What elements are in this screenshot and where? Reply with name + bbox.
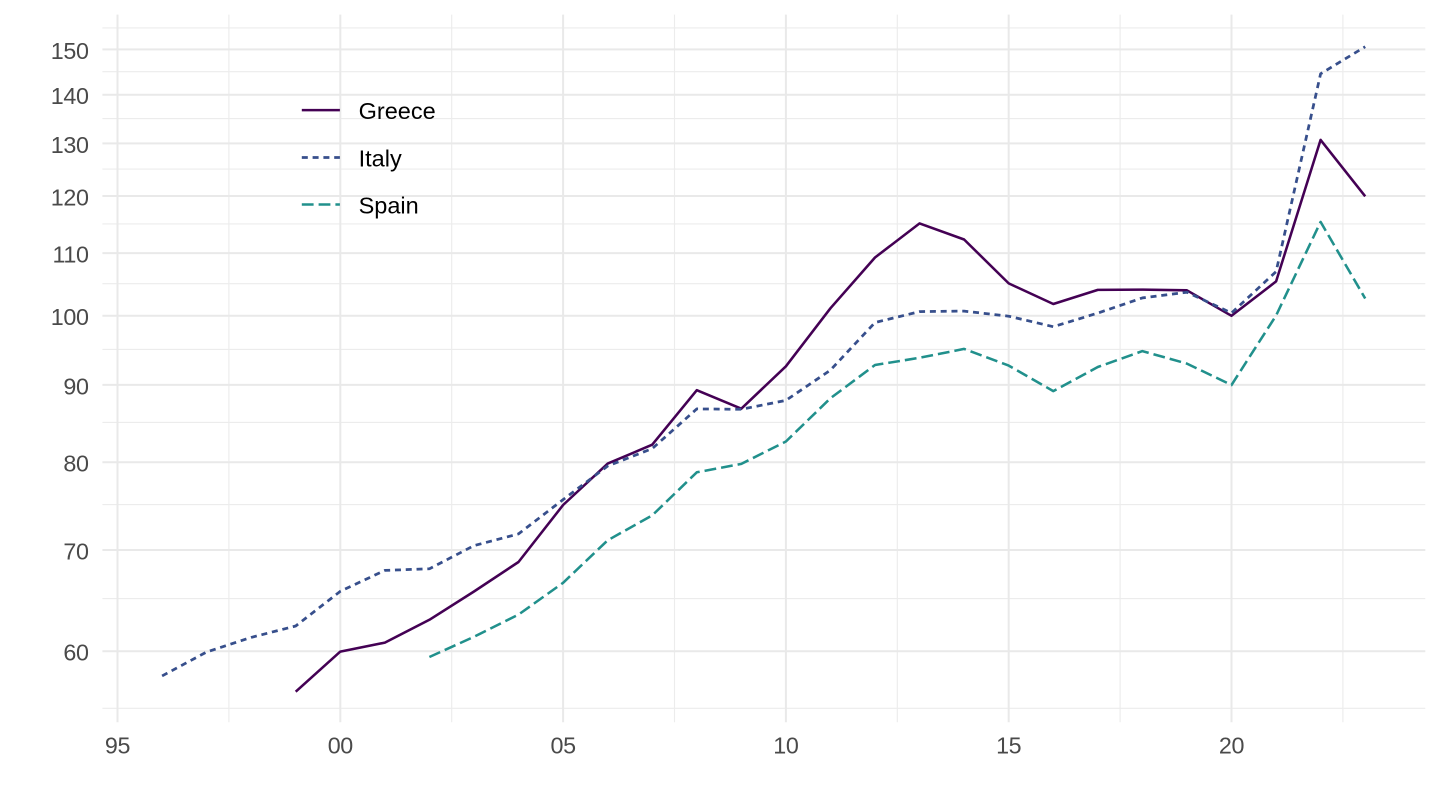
svg-text:10: 10 xyxy=(773,732,799,758)
svg-text:80: 80 xyxy=(63,451,89,477)
svg-text:150: 150 xyxy=(51,38,89,64)
svg-text:130: 130 xyxy=(51,132,89,158)
svg-text:120: 120 xyxy=(51,184,89,210)
svg-text:140: 140 xyxy=(51,83,89,109)
svg-text:15: 15 xyxy=(996,732,1021,758)
svg-text:70: 70 xyxy=(63,538,89,564)
svg-text:20: 20 xyxy=(1219,732,1245,758)
svg-text:Italy: Italy xyxy=(359,146,402,172)
svg-text:60: 60 xyxy=(63,640,89,666)
svg-text:90: 90 xyxy=(63,373,89,399)
svg-text:Spain: Spain xyxy=(359,192,419,218)
svg-text:100: 100 xyxy=(51,304,89,330)
svg-text:95: 95 xyxy=(105,732,130,758)
svg-text:110: 110 xyxy=(53,242,89,268)
svg-text:Greece: Greece xyxy=(359,98,436,124)
svg-text:00: 00 xyxy=(328,732,354,758)
svg-text:05: 05 xyxy=(550,732,575,758)
